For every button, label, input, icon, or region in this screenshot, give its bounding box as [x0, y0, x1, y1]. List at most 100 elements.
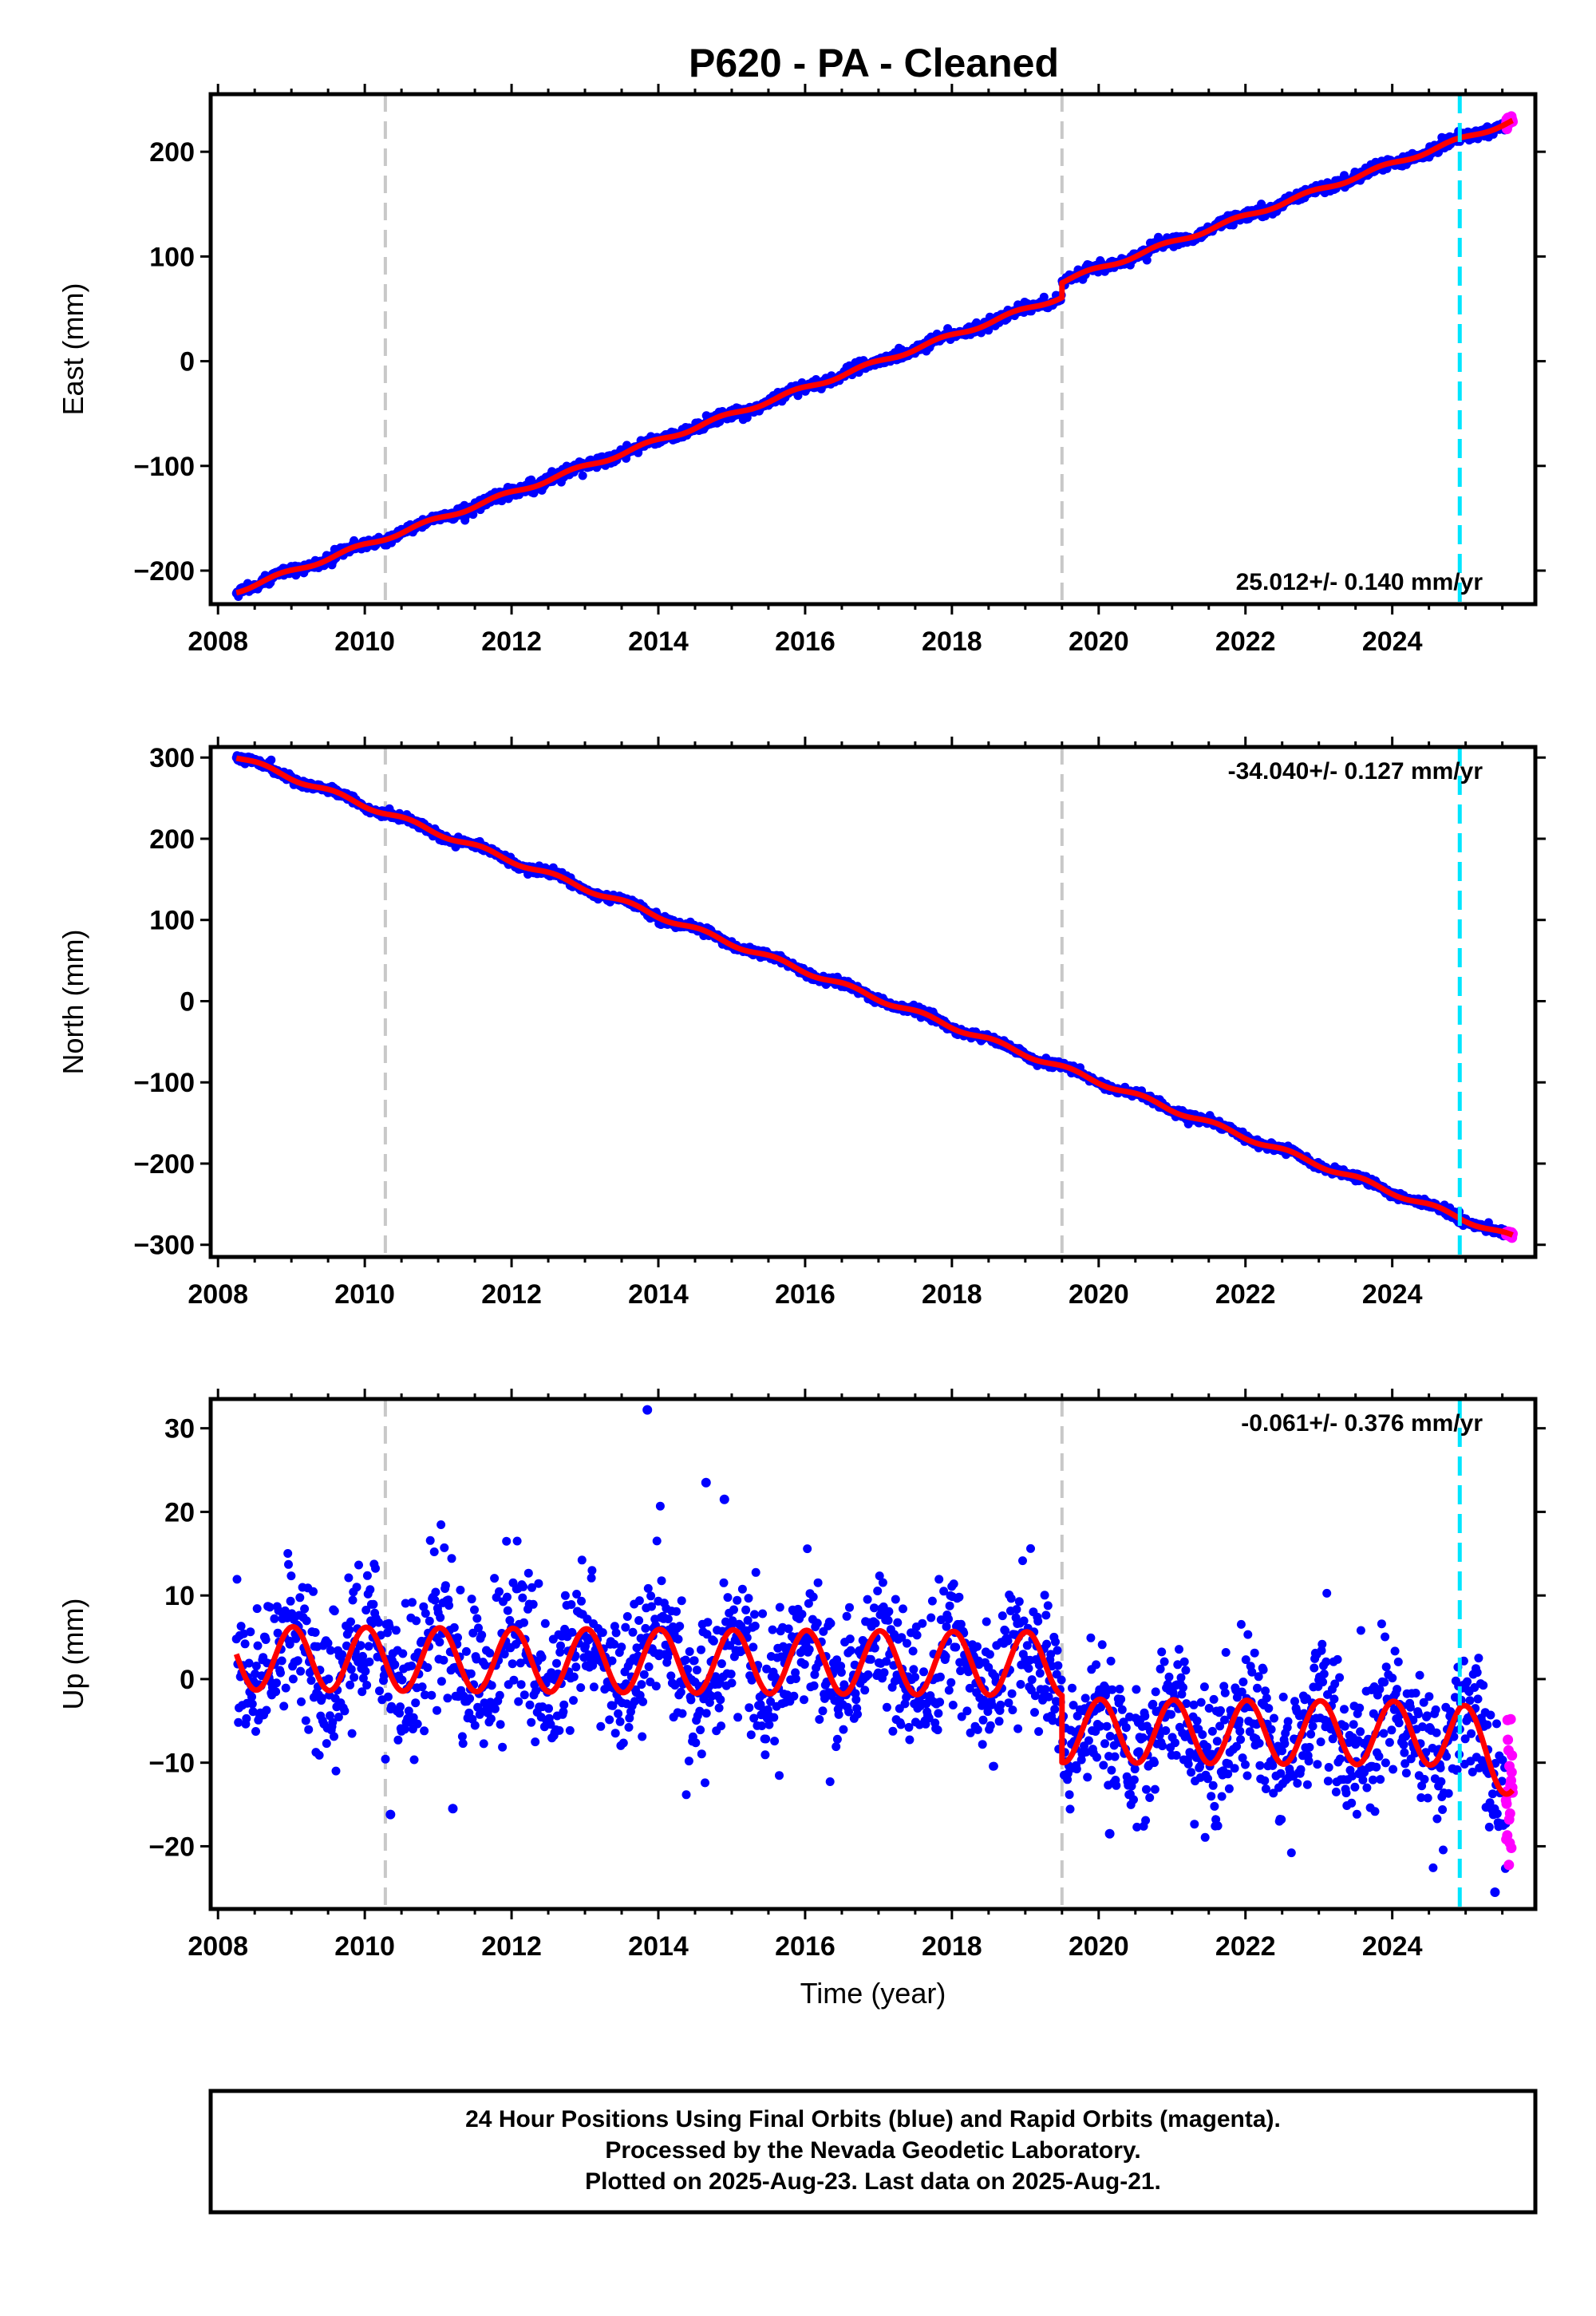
- up-final-orbit-point: [697, 1645, 705, 1654]
- up-final-orbit-point: [775, 1603, 784, 1612]
- up-final-orbit-point: [657, 1576, 666, 1586]
- north-x-tick-label: 2020: [1069, 1279, 1129, 1310]
- up-final-orbit-point: [789, 1691, 799, 1701]
- up-final-orbit-point: [508, 1659, 517, 1669]
- up-final-orbit-point: [610, 1729, 620, 1738]
- up-final-orbit-point: [863, 1670, 873, 1679]
- up-final-orbit-point: [276, 1668, 285, 1678]
- up-final-orbit-point: [516, 1680, 526, 1690]
- up-final-orbit-point: [361, 1666, 370, 1676]
- east-x-tick-label: 2016: [775, 626, 836, 657]
- up-final-orbit-point: [944, 1686, 954, 1695]
- east-x-tick-label: 2010: [334, 626, 395, 657]
- up-final-orbit-point: [949, 1579, 958, 1589]
- up-final-orbit-point: [637, 1680, 646, 1690]
- up-final-orbit-point: [271, 1687, 281, 1697]
- north-y-tick-label: 0: [180, 986, 195, 1017]
- up-final-orbit-point: [374, 1618, 384, 1627]
- up-final-orbit-point: [598, 1628, 607, 1638]
- north-x-tick-label: 2014: [628, 1279, 689, 1310]
- up-final-orbit-point: [681, 1655, 690, 1665]
- up-final-orbit-point: [812, 1618, 822, 1628]
- up-final-orbit-point: [296, 1666, 306, 1676]
- up-final-orbit-point: [365, 1657, 374, 1666]
- up-final-orbit-point: [618, 1738, 628, 1748]
- up-final-orbit-point: [324, 1674, 334, 1684]
- up-final-orbit-point: [310, 1628, 320, 1637]
- up-final-orbit-point: [621, 1622, 630, 1632]
- up-final-orbit-point: [596, 1721, 606, 1731]
- up-panel: 2008 2010 2012 2014 2016 2018 2020 2022 2024−20−…: [57, 1389, 1546, 2010]
- up-final-orbit-point: [427, 1690, 437, 1700]
- up-final-orbit-point: [800, 1660, 809, 1669]
- up-final-orbit-point: [408, 1598, 417, 1607]
- up-final-orbit-point: [437, 1677, 446, 1686]
- up-final-orbit-point: [701, 1778, 709, 1788]
- up-final-orbit-point: [818, 1706, 828, 1716]
- up-final-orbit-point: [577, 1596, 586, 1606]
- east-y-tick-label: 200: [149, 137, 195, 168]
- up-final-orbit-point: [615, 1717, 625, 1726]
- up-final-orbit-point: [301, 1716, 310, 1725]
- up-final-orbit-point: [281, 1683, 290, 1693]
- up-final-orbit-point: [888, 1726, 898, 1736]
- up-final-orbit-point: [962, 1706, 972, 1716]
- up-final-orbit-point: [304, 1725, 314, 1734]
- up-final-orbit-point: [677, 1596, 686, 1606]
- up-final-orbit-point: [686, 1695, 696, 1705]
- up-final-orbit-point: [577, 1555, 587, 1565]
- up-final-orbit-point: [628, 1627, 638, 1637]
- up-final-orbit-point: [534, 1579, 543, 1588]
- up-final-orbit-point: [919, 1667, 928, 1677]
- up-final-orbit-point: [407, 1661, 417, 1670]
- up-final-orbit-point: [253, 1641, 263, 1650]
- up-final-orbit-point: [912, 1630, 922, 1640]
- up-final-orbit-point: [863, 1595, 872, 1604]
- up-final-orbit-point: [518, 1593, 527, 1603]
- east-panel: 2008 2010 2012 2014 2016 2018 2020 2022 2024−200…: [57, 84, 1546, 657]
- up-final-orbit-point: [391, 1626, 401, 1635]
- up-final-orbit-point: [692, 1666, 701, 1675]
- up-final-orbit-point: [364, 1642, 373, 1651]
- up-final-orbit-point: [846, 1646, 855, 1655]
- up-final-orbit-point: [834, 1709, 843, 1719]
- up-final-orbit-point: [433, 1705, 441, 1715]
- up-final-orbit-point: [723, 1593, 733, 1603]
- north-x-tick-label: 2010: [334, 1279, 395, 1310]
- up-final-orbit-point: [845, 1634, 855, 1644]
- up-final-orbit-point: [284, 1559, 293, 1569]
- up-final-orbit-point: [556, 1641, 565, 1650]
- up-final-orbit-point: [514, 1697, 523, 1706]
- up-final-orbit-point: [770, 1737, 780, 1746]
- up-final-orbit-point: [934, 1575, 944, 1584]
- up-final-orbit-point: [714, 1703, 724, 1713]
- up-final-orbit-point: [832, 1734, 842, 1744]
- up-final-orbit-point: [948, 1701, 958, 1709]
- east-x-tick-label: 2012: [481, 626, 542, 657]
- north-y-tick-label: 200: [149, 824, 195, 855]
- up-final-orbit-point: [417, 1682, 427, 1692]
- up-final-orbit-point: [587, 1573, 596, 1583]
- up-final-orbit-point: [509, 1675, 519, 1685]
- up-final-orbit-point: [614, 1709, 623, 1718]
- up-final-orbit-point: [611, 1628, 621, 1638]
- up-final-orbit-point: [443, 1694, 452, 1703]
- up-final-orbit-point: [768, 1625, 777, 1634]
- up-final-orbit-point: [634, 1616, 644, 1625]
- up-final-orbit-point: [331, 1766, 341, 1776]
- up-final-orbit-point: [933, 1725, 942, 1735]
- up-final-orbit-point: [362, 1681, 372, 1690]
- up-final-orbit-point: [555, 1725, 564, 1735]
- up-final-orbit-point: [330, 1732, 338, 1741]
- up-final-orbit-point: [825, 1777, 835, 1786]
- up-final-orbit-point: [911, 1673, 920, 1682]
- north-x-tick-label: 2012: [481, 1279, 542, 1310]
- up-final-orbit-point: [409, 1755, 419, 1765]
- up-final-orbit-point: [512, 1536, 522, 1546]
- up-final-orbit-point: [371, 1563, 380, 1573]
- up-final-orbit-point: [461, 1646, 471, 1656]
- up-final-orbit-point: [691, 1738, 701, 1748]
- up-final-orbit-point: [350, 1673, 359, 1682]
- up-final-orbit-point: [605, 1715, 614, 1725]
